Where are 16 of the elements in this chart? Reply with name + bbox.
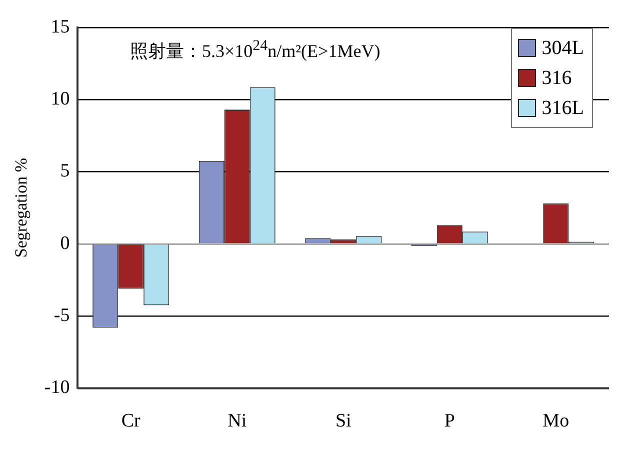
legend-label: 316L	[542, 96, 584, 121]
x-tick-label: Cr	[121, 410, 142, 432]
x-tick-label: P	[444, 410, 455, 432]
y-tick-label: -10	[44, 377, 70, 398]
y-tick-label: 10	[50, 88, 70, 110]
x-tick-label: Si	[335, 410, 352, 432]
legend-label: 304L	[542, 36, 584, 61]
y-tick-label: 5	[60, 160, 70, 182]
y-tick-label: -5	[54, 305, 70, 326]
y-tick-label: 15	[50, 16, 70, 38]
annotation: 照射量：5.3×10$^{24}$n/m²(E>1MeV)	[130, 38, 380, 63]
y-tick-label: 0	[60, 232, 70, 254]
legend-label: 316	[542, 66, 572, 91]
x-tick-label: Ni	[228, 410, 247, 432]
y-axis-title: Segregation %	[12, 158, 31, 258]
x-tick-label: Mo	[542, 410, 570, 432]
